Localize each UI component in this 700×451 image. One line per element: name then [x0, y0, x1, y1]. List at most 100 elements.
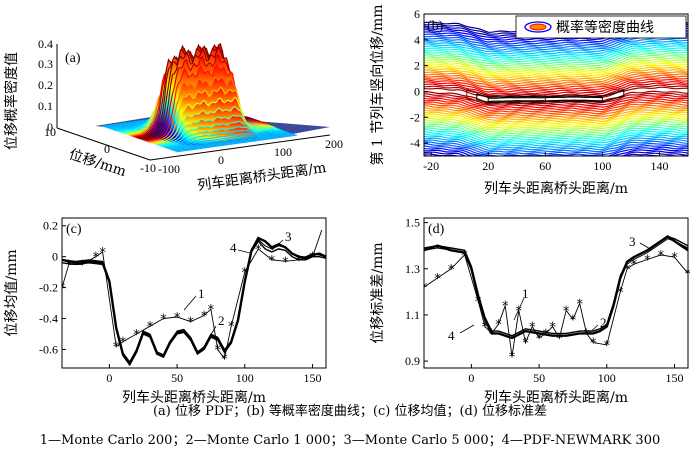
x-tick-label: 100 [593, 159, 611, 173]
contour-line [424, 130, 688, 143]
c-annot-3: 3 [285, 229, 292, 244]
panel-d-label: (d) [428, 222, 445, 237]
series-4-marker: * [482, 320, 489, 335]
series-4-marker: * [66, 258, 73, 273]
series-4-marker: * [631, 258, 638, 273]
series-4-marker: * [187, 316, 194, 331]
x-tick-label: -20 [423, 159, 439, 173]
panel-a-surface: (a) 0 0.1 0.2 0.3 0.4 10 0 -10 -100 0 10… [3, 37, 343, 194]
z-tick: 0.1 [38, 99, 53, 113]
series-4-marker: * [201, 309, 208, 324]
surface-ridge [150, 86, 271, 144]
series-4-marker: * [59, 282, 66, 297]
contour-line [424, 50, 688, 63]
legend-label: 概率等密度曲线 [556, 19, 654, 36]
contour-line [424, 42, 688, 55]
d-annot-line-2 [587, 324, 599, 335]
contour-line [424, 136, 688, 149]
contour-inner-loop [487, 96, 603, 102]
panel-c-label: (c) [66, 222, 82, 237]
x-axis-label: 列车距离桥头距离/m [196, 159, 327, 194]
contour-line [424, 80, 688, 93]
contour-line [424, 54, 688, 67]
series-4-marker: * [563, 304, 570, 319]
contour-line [424, 118, 688, 131]
surface-strips [102, 42, 297, 153]
y-tick-label: 0.2 [43, 219, 58, 233]
contour-line [424, 114, 688, 127]
contour-line [424, 140, 688, 153]
contour-line [424, 96, 688, 109]
series-4-marker: * [685, 267, 692, 282]
y-tick-label: 1.3 [405, 262, 420, 276]
series-line-4 [424, 254, 689, 357]
d-annot-4: 4 [448, 328, 455, 343]
x-tick: 100 [274, 145, 292, 159]
series-4-marker: * [421, 281, 428, 296]
x-tick-label: 50 [533, 371, 545, 385]
panel-c-series: ** ** ** **** * * * ******* * * ** [59, 230, 326, 368]
contour-line [424, 102, 688, 115]
z-tick: 0 [47, 120, 53, 134]
series-4-marker: * [282, 255, 289, 270]
x-tick-label: 0 [106, 371, 112, 385]
contour-line [424, 106, 688, 119]
panel-d-series: ****** ******** * ******* *** * * * ** [421, 235, 692, 365]
x-tick-label: 140 [650, 159, 668, 173]
contour-line [424, 78, 688, 91]
legend-swatch-inner [529, 23, 547, 31]
contour-line [424, 90, 688, 103]
panel-d-ticks: 0 50 100 150 1.5 1.3 1.1 0.9 [405, 216, 683, 385]
contour-line [424, 142, 688, 155]
c-y-axis-label: 位移均值/mm [4, 249, 20, 336]
x-tick: -100 [158, 162, 180, 176]
series-4-marker: * [475, 295, 482, 310]
series-4-marker: * [543, 327, 550, 342]
surface-ridge [170, 132, 291, 151]
contour-inner-loop [466, 88, 546, 105]
series-4-marker: * [120, 336, 127, 351]
x-tick-label: 100 [598, 371, 616, 385]
contour-line [424, 84, 688, 97]
surface-ridge [154, 105, 275, 145]
contour-line [424, 134, 688, 147]
x-tick: 0 [218, 153, 224, 167]
series-4-marker: * [147, 320, 154, 335]
contour-line [424, 116, 688, 129]
contour-line [424, 58, 688, 71]
series-line-3 [424, 235, 689, 340]
x-tick: 200 [325, 137, 343, 151]
y-tick: 10 [44, 125, 56, 139]
d-annot-2: 2 [600, 315, 607, 330]
y-tick-label: 4 [414, 33, 420, 47]
surface-ridge [152, 96, 273, 145]
c-annot-4: 4 [230, 240, 237, 255]
surface-ridge [164, 130, 285, 149]
contour-line [424, 72, 688, 85]
series-4-marker: * [160, 313, 167, 328]
contour-line [424, 64, 688, 77]
series-4-marker: * [99, 246, 106, 261]
series-4-marker: * [242, 266, 249, 281]
series-4-marker: * [502, 300, 509, 315]
series-4-marker: * [658, 249, 665, 264]
contour-line [424, 144, 688, 156]
y-tick-label: 1.1 [405, 308, 420, 322]
d-annot-line-3 [639, 242, 653, 251]
contour-line [424, 86, 688, 99]
series-4-marker: * [133, 328, 140, 343]
contour-line [424, 152, 688, 156]
series-4-marker: * [549, 320, 556, 335]
surface-ridge [176, 134, 297, 153]
series-4-marker: * [221, 353, 228, 368]
y-tick-label: 6 [414, 7, 420, 21]
series-4-marker: * [590, 337, 597, 352]
contour-line [424, 46, 688, 59]
contour-line [424, 52, 688, 65]
contour-line [424, 44, 688, 57]
contour-line [424, 157, 688, 168]
d-annot-3: 3 [629, 234, 636, 249]
c-annot-2: 2 [218, 313, 225, 328]
y-tick-label: -0.4 [39, 312, 58, 326]
